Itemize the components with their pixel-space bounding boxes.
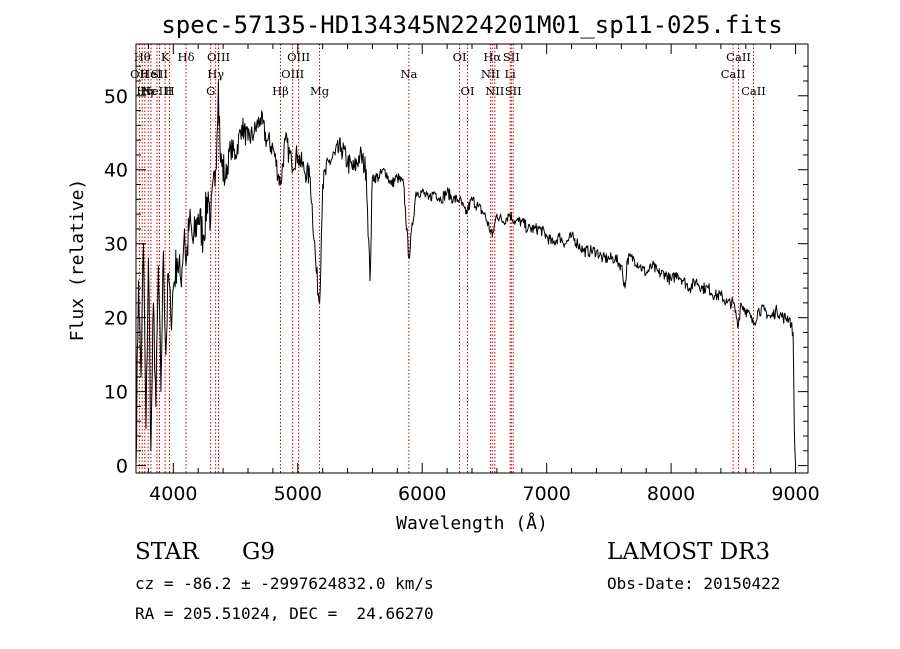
x-tick-label: 5000: [274, 483, 322, 505]
spectral-line-label: CaII: [726, 50, 751, 64]
redshift-readout: cz = -86.2 ± -2997624832.0 km/s: [135, 574, 434, 593]
x-tick-label: 9000: [771, 483, 819, 505]
chart-title: spec-57135-HD134345N224201M01_sp11-025.f…: [161, 11, 782, 39]
x-tick-label: 6000: [398, 483, 446, 505]
plot-frame: [135, 43, 809, 474]
x-axis-label: Wavelength (Å): [396, 512, 548, 534]
spectral-line-label: OIII: [207, 50, 230, 64]
spectral-line-label: Hθ: [134, 50, 151, 64]
spectral-line-label: CaII: [741, 84, 766, 98]
spectral-line-label: CaII: [721, 67, 746, 81]
spectral-line-label: Mg: [310, 84, 330, 98]
spectral-line-label: SII: [505, 84, 522, 98]
spectral-line-label: Hα: [483, 50, 501, 64]
coordinates-readout: RA = 205.51024, DEC = 24.66270: [135, 604, 434, 623]
spectral-line-label: HeI: [140, 67, 161, 81]
spectral-line-label: Hβ: [272, 84, 289, 98]
spectral-line-label: K: [161, 50, 170, 64]
axis-ticks-layer: 4000 5000 6000 7000 8000 9000 0 10 20 30 40 50: [104, 44, 820, 505]
spectral-line-label: OIII: [287, 50, 310, 64]
spectral-line-label: Li: [505, 67, 517, 81]
y-axis-label: Flux (relative): [67, 179, 88, 342]
y-tick-label: 30: [104, 234, 128, 256]
observation-date: Obs-Date: 20150422: [607, 574, 781, 593]
spectral-line-label: OII: [130, 67, 149, 81]
spectrum-series-line: [135, 80, 797, 466]
spectral-line-label: OI: [461, 84, 475, 98]
y-tick-label: 20: [104, 308, 128, 330]
spectral-line-label: SII: [503, 50, 520, 64]
survey-name: LAMOST DR3: [607, 539, 771, 565]
x-tick-label: 8000: [647, 483, 695, 505]
object-class: STAR: [135, 539, 199, 565]
x-tick-label: 7000: [522, 483, 570, 505]
spectral-line-label: SII: [151, 67, 168, 81]
spectral-line-label: Na: [400, 67, 417, 81]
spectral-line-label: OI: [453, 50, 467, 64]
spectral-lines-layer: [138, 44, 754, 473]
spectral-line-label: NeIII: [142, 84, 173, 98]
y-tick-label: 10: [104, 382, 128, 404]
spectral-line-label: G: [206, 84, 215, 98]
spectral-line-label: OIII: [281, 67, 304, 81]
spectral-line-label: Hε: [140, 84, 156, 98]
spectral-line-label: Hγ: [207, 67, 224, 81]
series-layer: [135, 80, 797, 466]
spectral-line-label: Hδ: [178, 50, 195, 64]
y-tick-label: 40: [104, 160, 128, 182]
x-tick-label: 4000: [149, 483, 197, 505]
spectral-subclass: G9: [242, 539, 276, 565]
spectral-line-label: H: [165, 84, 175, 98]
spectral-line-label: NII: [481, 67, 500, 81]
spectral-line-label: Hη: [136, 84, 153, 98]
spectral-line-label: NII: [485, 84, 504, 98]
y-tick-label: 50: [104, 86, 128, 108]
y-tick-label: 0: [116, 456, 128, 478]
